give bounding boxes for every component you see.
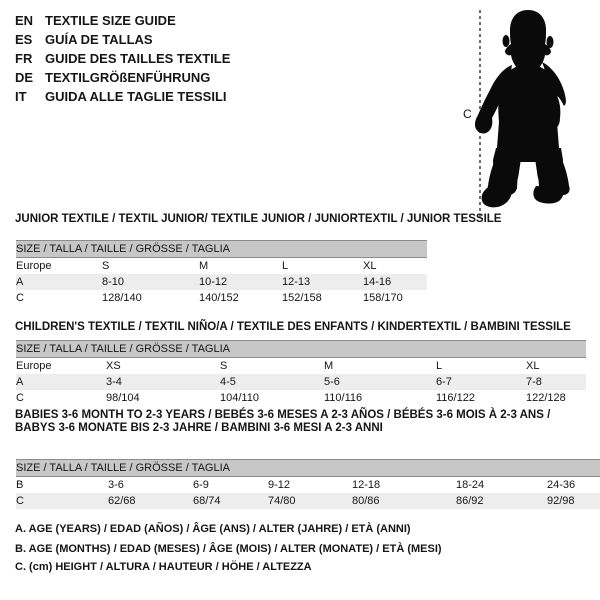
svg-text:C: C [463, 107, 472, 121]
